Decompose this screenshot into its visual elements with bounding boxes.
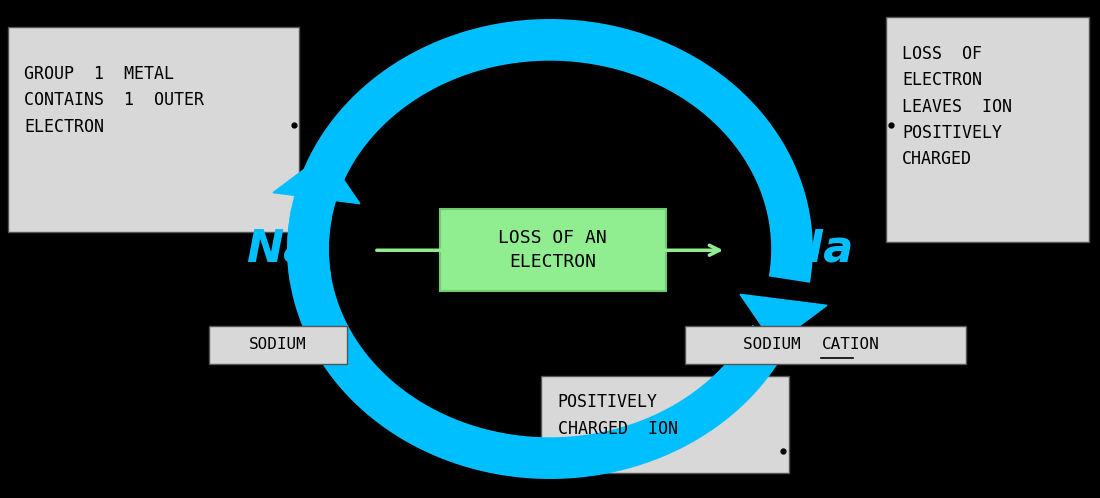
Text: Na: Na <box>246 228 314 270</box>
Text: LOSS  OF
ELECTRON
LEAVES  ION
POSITIVELY
CHARGED: LOSS OF ELECTRON LEAVES ION POSITIVELY C… <box>902 45 1012 168</box>
FancyBboxPatch shape <box>440 209 666 291</box>
FancyBboxPatch shape <box>685 326 966 364</box>
FancyBboxPatch shape <box>209 326 346 364</box>
Text: SODIUM: SODIUM <box>744 337 820 353</box>
Polygon shape <box>740 294 827 345</box>
Text: LOSS OF AN
ELECTRON: LOSS OF AN ELECTRON <box>498 230 607 271</box>
FancyBboxPatch shape <box>541 376 789 473</box>
FancyBboxPatch shape <box>8 27 299 232</box>
Text: SODIUM: SODIUM <box>249 337 307 353</box>
Text: GROUP  1  METAL
CONTAINS  1  OUTER
ELECTRON: GROUP 1 METAL CONTAINS 1 OUTER ELECTRON <box>24 65 205 135</box>
Polygon shape <box>273 153 360 204</box>
Text: CATION: CATION <box>822 337 880 353</box>
Text: POSITIVELY
CHARGED  ION: POSITIVELY CHARGED ION <box>558 393 678 438</box>
FancyBboxPatch shape <box>886 17 1089 242</box>
Text: Na: Na <box>786 228 854 270</box>
